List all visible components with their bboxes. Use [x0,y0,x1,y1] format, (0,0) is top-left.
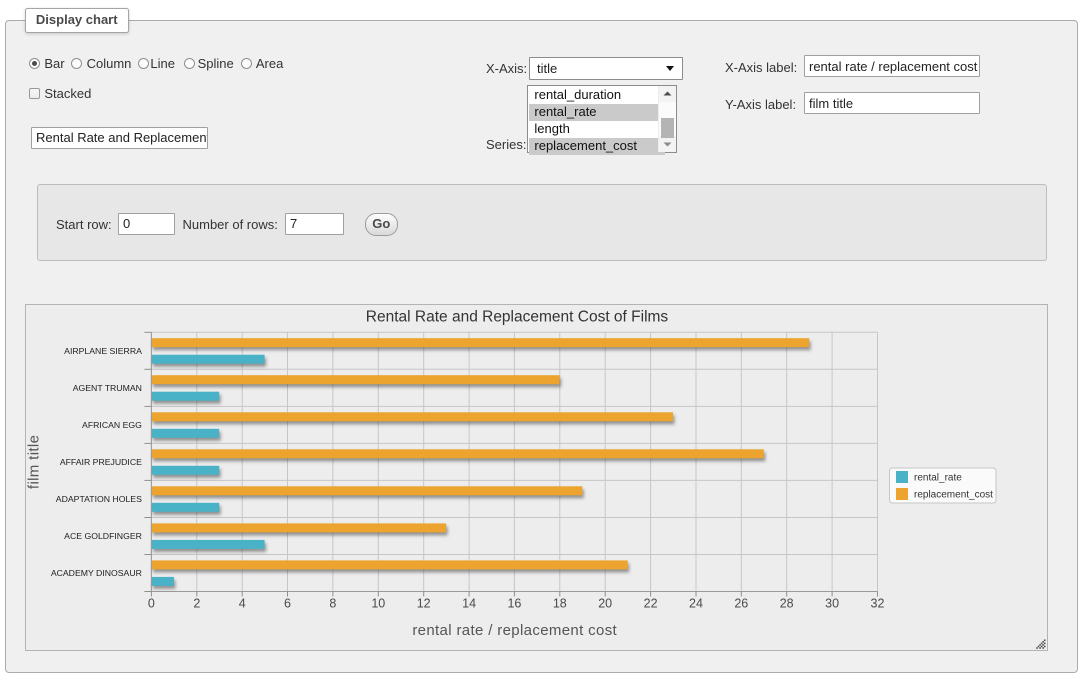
svg-text:12: 12 [417,597,431,611]
svg-text:24: 24 [689,597,703,611]
svg-text:18: 18 [553,597,567,611]
svg-text:28: 28 [780,597,794,611]
svg-text:ACADEMY DINOSAUR: ACADEMY DINOSAUR [51,568,142,578]
svg-text:ADAPTATION HOLES: ADAPTATION HOLES [56,494,142,504]
svg-text:32: 32 [871,597,885,611]
svg-text:AFRICAN EGG: AFRICAN EGG [82,420,142,430]
svg-text:AFFAIR PREJUDICE: AFFAIR PREJUDICE [60,457,142,467]
svg-text:Rental Rate and Replacement Co: Rental Rate and Replacement Cost of Film… [366,309,669,326]
svg-text:AIRPLANE SIERRA: AIRPLANE SIERRA [64,346,142,356]
svg-text:4: 4 [239,597,246,611]
svg-text:14: 14 [462,597,476,611]
svg-text:30: 30 [825,597,839,611]
svg-text:rental rate / replacement cost: rental rate / replacement cost [412,622,617,639]
svg-text:22: 22 [644,597,658,611]
svg-text:replacement_cost: replacement_cost [914,490,993,501]
svg-text:ACE GOLDFINGER: ACE GOLDFINGER [64,531,142,541]
svg-text:rental_rate: rental_rate [914,473,962,484]
svg-text:6: 6 [284,597,291,611]
svg-text:20: 20 [598,597,612,611]
svg-text:8: 8 [329,597,336,611]
svg-text:0: 0 [148,597,155,611]
svg-text:10: 10 [371,597,385,611]
svg-text:film title: film title [26,435,43,489]
svg-text:26: 26 [734,597,748,611]
svg-text:2: 2 [193,597,200,611]
svg-text:16: 16 [507,597,521,611]
svg-text:AGENT TRUMAN: AGENT TRUMAN [73,383,142,393]
